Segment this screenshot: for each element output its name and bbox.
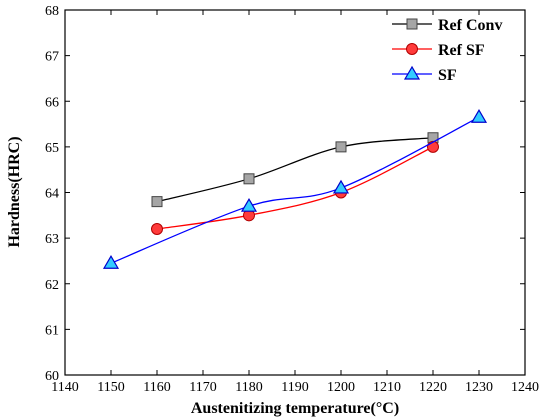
data-point-ref-sf (427, 140, 439, 153)
data-point-ref-sf (151, 223, 163, 235)
legend-label-sf: SF (438, 67, 457, 84)
legend-label-ref-conv: Ref Conv (438, 17, 502, 34)
data-point-sf (332, 179, 350, 194)
series-line-ref-conv (156, 137, 434, 203)
x-tick-label: 1160 (143, 380, 170, 395)
plot-frame (64, 9, 526, 376)
series-line-sf (110, 116, 480, 264)
series-line-ref-sf (156, 146, 434, 230)
x-tick-label: 1170 (189, 380, 216, 395)
data-point-ref-conv (243, 173, 255, 185)
x-tick-label: 1200 (327, 380, 355, 395)
axis-ticks: 1140 1150 1160 1170 1180 1190 1200 1210 1220 1230… (45, 4, 539, 395)
x-tick-label: 1230 (465, 380, 493, 395)
x-tick-label: 1220 (419, 380, 447, 395)
y-tick-label: 65 (45, 141, 59, 156)
legend-marker-ref-sf (406, 43, 418, 55)
x-tick-label: 1140 (51, 380, 78, 395)
data-point-sf (102, 255, 120, 269)
x-axis-label: Austenitizing temperature(°C) (191, 400, 399, 417)
data-point-sf (470, 109, 488, 123)
data-point-ref-conv (151, 196, 163, 208)
legend-marker-sf (403, 65, 421, 80)
legend-marker-ref-conv (406, 18, 418, 30)
y-tick-label: 68 (45, 4, 59, 19)
y-axis-label: Hardness(HRC) (6, 136, 23, 247)
y-tick-label: 64 (45, 187, 59, 202)
y-tick-label: 62 (45, 278, 59, 293)
legend: Ref Conv Ref SF SF (392, 17, 502, 84)
legend-label-ref-sf: Ref SF (438, 42, 485, 59)
x-tick-label: 1210 (373, 380, 401, 395)
data-point-ref-conv (335, 141, 347, 153)
y-tick-label: 60 (45, 369, 59, 384)
series-layer (102, 109, 488, 269)
y-tick-label: 66 (45, 95, 59, 110)
data-point-sf (240, 197, 258, 212)
x-tick-label: 1180 (235, 380, 262, 395)
x-tick-label: 1190 (281, 380, 308, 395)
y-tick-label: 63 (45, 232, 59, 247)
x-tick-label: 1240 (511, 380, 539, 395)
x-tick-label: 1150 (97, 380, 124, 395)
y-tick-label: 61 (45, 323, 59, 338)
y-tick-label: 67 (45, 50, 59, 65)
